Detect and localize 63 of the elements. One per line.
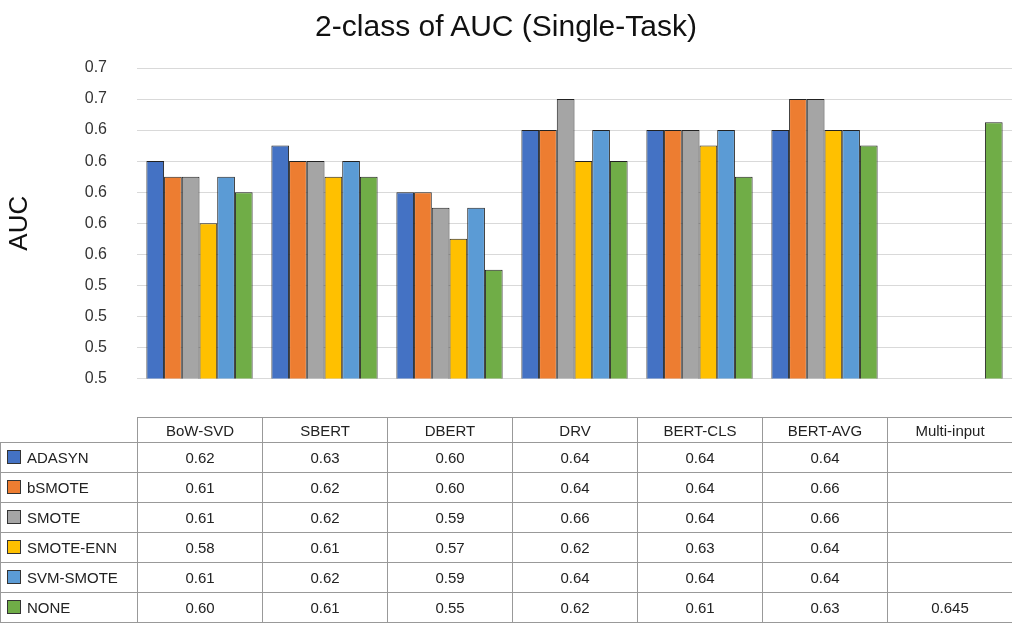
y-tick-label: 0.5	[84, 275, 108, 293]
data-label: 0.63	[262, 442, 388, 473]
x-tick-label: DBERT	[387, 417, 513, 443]
data-label: 0.64	[637, 472, 763, 503]
data-label: 0.64	[637, 562, 763, 593]
data-label: 0.62	[512, 532, 638, 563]
data-label: 0.645	[887, 592, 1012, 623]
y-tick-label: 0.7	[84, 58, 108, 76]
data-label: 0.60	[387, 442, 513, 473]
data-label: 0.61	[637, 592, 763, 623]
data-label: 0.64	[512, 562, 638, 593]
chart-title: 2-class of AUC (Single-Task)	[315, 9, 697, 43]
data-label: 0.64	[762, 562, 888, 593]
data-label: 0.59	[387, 562, 513, 593]
data-label: 0.62	[262, 472, 388, 503]
data-label: 0.60	[387, 472, 513, 503]
x-tick-label: Multi-input	[887, 417, 1012, 443]
data-label: 0.64	[762, 442, 888, 473]
y-tick-label: 0.5	[84, 337, 108, 355]
y-tick-label: 0.6	[84, 151, 108, 169]
data-label: 0.62	[137, 442, 263, 473]
y-axis-title: AUC	[2, 195, 33, 251]
legend-label: SVM-SMOTE	[0, 562, 138, 593]
y-tick-label: 0.6	[84, 182, 108, 200]
data-label: 0.64	[637, 442, 763, 473]
data-label: 0.60	[137, 592, 263, 623]
y-tick-label: 0.5	[84, 368, 108, 386]
data-label: 0.66	[512, 502, 638, 533]
data-label: 0.64	[512, 472, 638, 503]
data-label: 0.58	[137, 532, 263, 563]
data-label: 0.61	[262, 592, 388, 623]
y-tick-label: 0.7	[84, 89, 108, 107]
data-label: 0.63	[637, 532, 763, 563]
data-label: 0.61	[262, 532, 388, 563]
data-label: 0.61	[137, 502, 263, 533]
data-label: 0.64	[512, 442, 638, 473]
data-label: 0.57	[387, 532, 513, 563]
data-label: 0.61	[137, 472, 263, 503]
data-label: 0.64	[762, 532, 888, 563]
data-label: 0.66	[762, 502, 888, 533]
legend-label: SMOTE-ENN	[0, 532, 138, 563]
data-label: 0.62	[262, 562, 388, 593]
legend-label: ADASYN	[0, 442, 138, 473]
data-label: 0.64	[637, 502, 763, 533]
legend-label: bSMOTE	[0, 472, 138, 503]
data-label: 0.55	[387, 592, 513, 623]
x-tick-label: DRV	[512, 417, 638, 443]
x-tick-label: BoW-SVD	[137, 417, 263, 443]
data-label: 0.61	[137, 562, 263, 593]
y-tick-label: 0.5	[84, 306, 108, 324]
legend-label: SMOTE	[0, 502, 138, 533]
data-label: 0.62	[262, 502, 388, 533]
x-tick-label: BERT-AVG	[762, 417, 888, 443]
y-tick-label: 0.6	[84, 244, 108, 262]
y-tick-label: 0.6	[84, 120, 108, 138]
x-tick-label: SBERT	[262, 417, 388, 443]
data-label: 0.66	[762, 472, 888, 503]
y-tick-label: 0.6	[84, 213, 108, 231]
data-label: 0.62	[512, 592, 638, 623]
x-tick-label: BERT-CLS	[637, 417, 763, 443]
data-label: 0.59	[387, 502, 513, 533]
data-label: 0.63	[762, 592, 888, 623]
legend-label: NONE	[0, 592, 138, 623]
